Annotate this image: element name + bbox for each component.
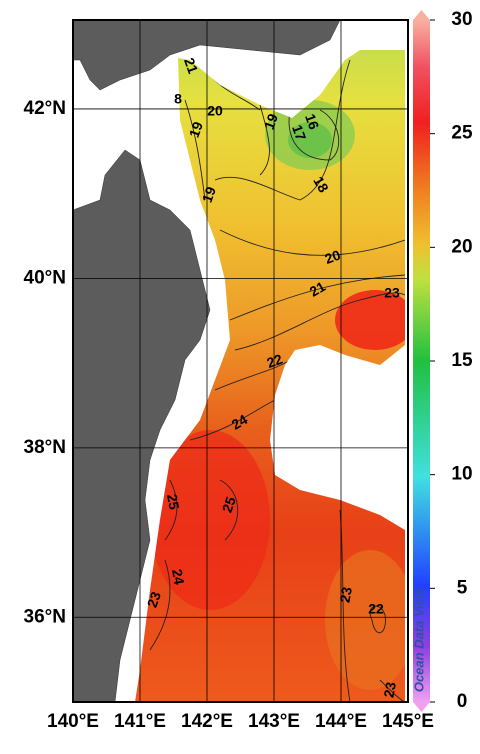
contour-label: 24: [169, 568, 187, 586]
contour-label: 19: [261, 111, 281, 131]
colorbar-tick-label: 20: [451, 236, 472, 257]
lat-tick-label: 36°N: [24, 606, 66, 627]
contour-label: 21: [181, 56, 201, 76]
contour-label: 20: [323, 247, 343, 267]
lon-tick-label: 141°E: [114, 711, 166, 732]
colorbar-tick-label: 0: [457, 691, 468, 712]
contour-label: 19: [186, 119, 206, 139]
colorbar-tick-label: 15: [451, 350, 473, 371]
contour-label: 19: [199, 184, 219, 204]
lon-tick-label: 140°E: [47, 711, 99, 732]
lon-tick-label: 142°E: [181, 711, 233, 732]
lat-tick-label: 38°N: [24, 437, 66, 458]
contour-label: 24: [229, 411, 251, 433]
contour-label: 23: [144, 589, 164, 609]
contour-label: 21: [307, 278, 329, 300]
contour-label: 18: [310, 174, 332, 196]
colorbar-tick-label: 30: [451, 9, 472, 30]
map-frame: [72, 19, 409, 703]
colorbar-tick-label: 5: [457, 577, 468, 598]
lat-tick-label: 42°N: [24, 98, 66, 119]
watermark: Ocean Data View: [411, 587, 426, 692]
contour-label: 22: [265, 351, 285, 371]
contour-label: 16: [302, 112, 322, 132]
lon-tick-label: 143°E: [248, 711, 300, 732]
contour-label: 17: [289, 123, 309, 143]
contour-label: 23: [384, 285, 400, 301]
contour-label: 22: [368, 601, 384, 617]
contour-label: 8: [174, 91, 182, 107]
colorbar: [413, 20, 430, 702]
contour-label: 23: [380, 681, 398, 699]
colorbar-arrow-top: [413, 10, 430, 20]
colorbar-tick-label: 25: [451, 123, 473, 144]
contour-label: 20: [207, 103, 223, 119]
colorbar-tick-label: 10: [451, 464, 472, 485]
lat-tick-label: 40°N: [24, 267, 66, 288]
contour-label: 23: [336, 586, 354, 604]
colorbar-arrow-bottom: [413, 702, 430, 712]
contour-label: 25: [219, 494, 239, 514]
lon-tick-label: 145°E: [382, 711, 434, 732]
contour-label: 25: [164, 493, 182, 511]
lon-tick-label: 144°E: [315, 711, 367, 732]
